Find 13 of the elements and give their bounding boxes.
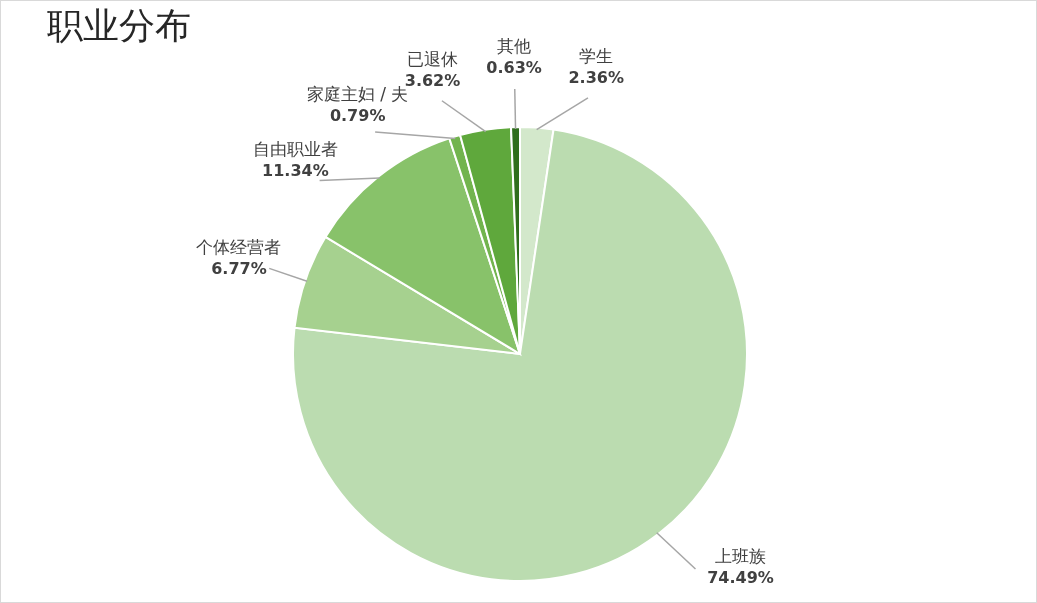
slice-label: 其他 — [497, 36, 532, 57]
data-label: 11.34% — [262, 160, 329, 180]
slice-label: 学生 — [579, 45, 614, 66]
slice-label: 已退休 — [407, 49, 458, 70]
slice-label: 上班族 — [714, 546, 766, 566]
slice-label: 自由职业者 — [252, 138, 338, 159]
data-label: 6.77% — [211, 259, 267, 279]
chart-title: 职业分布 — [47, 5, 191, 47]
data-label: 0.63% — [486, 58, 542, 78]
slice-label: 个体经营者 — [196, 237, 282, 258]
data-label: 0.79% — [329, 106, 386, 126]
data-label: 74.49% — [707, 568, 774, 587]
data-label: 2.36% — [568, 67, 624, 87]
